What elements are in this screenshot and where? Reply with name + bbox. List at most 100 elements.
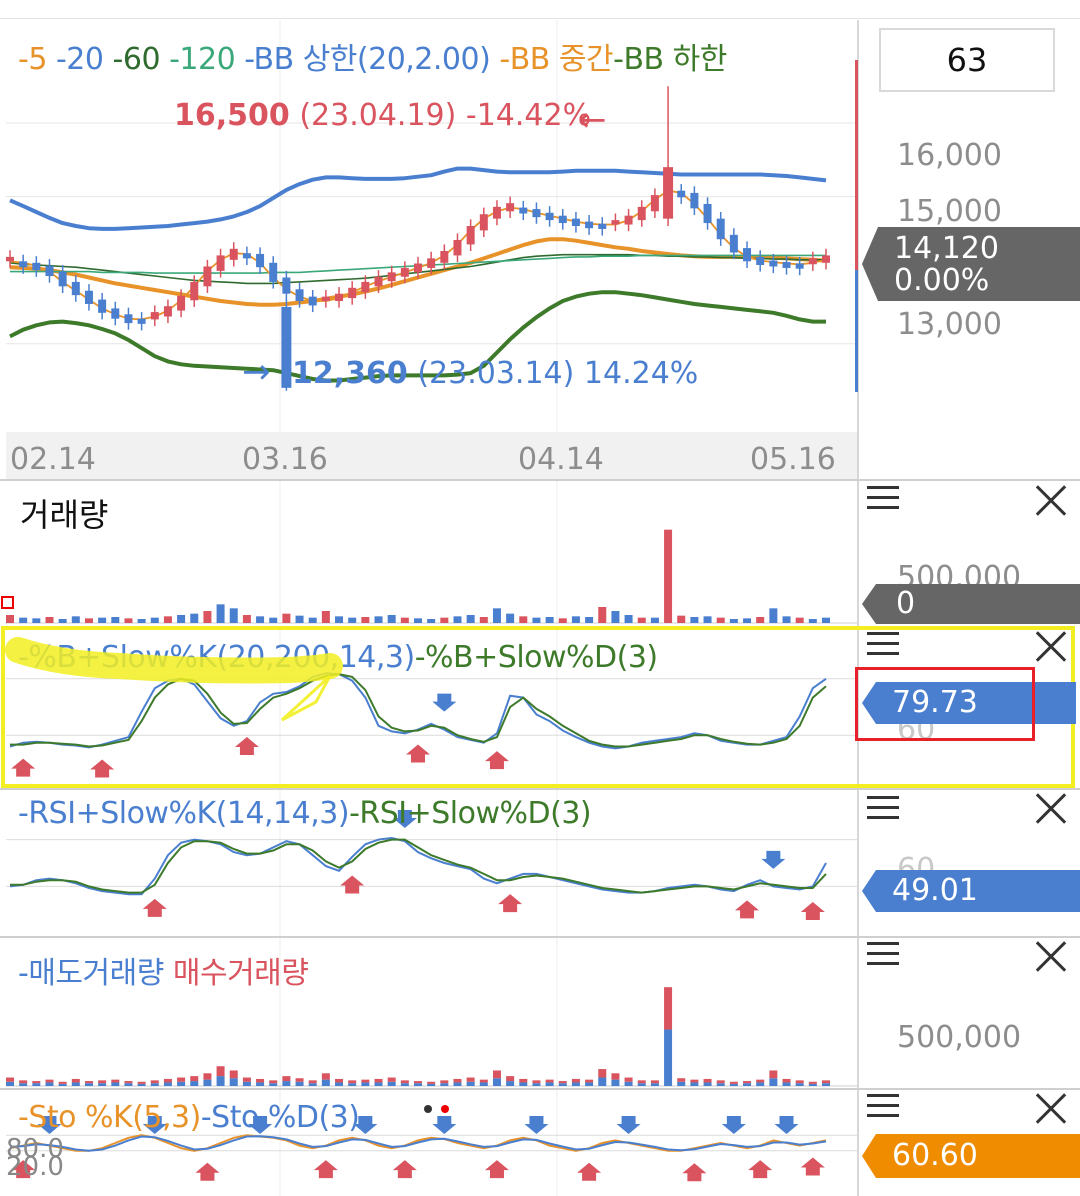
- candle-body: [124, 314, 133, 324]
- sell-volume-bar: [690, 1082, 699, 1086]
- buy-volume-bar: [124, 1081, 133, 1084]
- buy-volume-bar: [650, 1080, 659, 1084]
- candle-body: [769, 260, 778, 267]
- sto-tick-80: 80.0: [6, 1134, 64, 1164]
- buy-volume-bar: [177, 1077, 186, 1082]
- sell-signal-arrow: [432, 1116, 457, 1134]
- buy-volume-bar: [58, 1081, 67, 1084]
- buy-signal-arrow: [498, 894, 523, 913]
- rsi-menu-icon[interactable]: [867, 796, 899, 820]
- buy-signal-arrow: [11, 758, 36, 777]
- candle-body: [308, 296, 317, 306]
- sto-current-value: 60.60: [892, 1138, 978, 1173]
- sell-volume-bar: [703, 1082, 712, 1086]
- sell-signal-arrow: [721, 1116, 746, 1134]
- sto-close-icon[interactable]: [1034, 1092, 1068, 1126]
- sell-volume-bar: [269, 1083, 278, 1086]
- legend-bb-lower: -BB 하한: [613, 42, 727, 77]
- sell-volume-bar: [743, 1083, 752, 1086]
- legend-bb-mid: -BB 중간: [499, 42, 614, 77]
- buy-signal-arrow: [406, 744, 430, 763]
- sell-volume-bar: [137, 1083, 146, 1086]
- buy-volume-bar: [519, 1078, 528, 1083]
- sell-volume-bar: [822, 1083, 830, 1086]
- buy-volume-bar: [295, 1078, 304, 1082]
- buy-volume-bar: [163, 1078, 172, 1083]
- volume-bar: [453, 616, 462, 623]
- buy-volume-bar: [414, 1081, 422, 1084]
- volume-bar: [729, 619, 738, 623]
- volume-bar: [361, 617, 370, 623]
- top-border: [0, 18, 1080, 19]
- x-tick-0516: 05.16: [750, 442, 836, 477]
- volume-close-icon[interactable]: [1034, 484, 1068, 518]
- series-line-bb: [9, 290, 826, 383]
- sell-volume-bar: [216, 1076, 225, 1086]
- volume-bar: [571, 616, 580, 623]
- volume-bar: [624, 615, 633, 623]
- volume-chart[interactable]: [0, 481, 857, 624]
- candle-body: [598, 223, 607, 229]
- sell-volume-bar: [348, 1083, 357, 1086]
- buy-volume-bar: [558, 1081, 567, 1084]
- sto-chart[interactable]: [0, 1090, 857, 1196]
- buy-signal-arrow: [484, 1160, 509, 1179]
- candle-body: [571, 218, 580, 226]
- buy-volume-bar: [321, 1073, 330, 1080]
- sell-volume-bar: [163, 1082, 172, 1086]
- period-input[interactable]: 63: [879, 28, 1055, 92]
- high-marker-label: 16,500 (23.04.19) -14.42%: [174, 98, 591, 133]
- rsi-chart[interactable]: [0, 790, 857, 936]
- volume-bar: [492, 608, 501, 623]
- candle-body: [822, 255, 830, 263]
- sell-signal-arrow: [432, 693, 457, 712]
- volume-bar: [400, 617, 409, 623]
- buy-volume-bar: [690, 1079, 699, 1083]
- pctb-menu-icon[interactable]: [867, 632, 899, 656]
- candle-body: [84, 290, 93, 304]
- low-value: 12,360: [292, 356, 408, 391]
- sto-menu-icon[interactable]: [867, 1094, 899, 1118]
- sell-volume-bar: [98, 1083, 107, 1086]
- candle-body: [808, 258, 817, 265]
- sell-volume-bar: [400, 1083, 409, 1086]
- sell-volume-bar: [84, 1083, 93, 1086]
- sell-volume-bar: [571, 1082, 580, 1086]
- price-chart[interactable]: [0, 20, 857, 432]
- volume-bar: [150, 617, 159, 623]
- trade-close-icon[interactable]: [1034, 940, 1068, 974]
- volume-bar: [756, 617, 765, 623]
- rsi-close-icon[interactable]: [1034, 792, 1068, 826]
- sell-volume-bar: [795, 1083, 804, 1086]
- volume-bar: [690, 617, 699, 623]
- x-tick-0214: 02.14: [10, 442, 96, 477]
- sell-volume-bar: [782, 1082, 791, 1086]
- trade-menu-icon[interactable]: [867, 942, 899, 966]
- candle-body: [387, 272, 396, 282]
- buy-volume-bar: [6, 1077, 14, 1082]
- buy-volume-bar: [756, 1079, 765, 1083]
- candle-body: [466, 226, 475, 245]
- pctb-close-icon[interactable]: [1034, 630, 1068, 664]
- volume-bar: [716, 617, 725, 623]
- volume-current-value: 0: [896, 586, 916, 621]
- candle-body: [624, 215, 633, 225]
- x-tick-0316: 03.16: [242, 442, 328, 477]
- volume-bar: [532, 617, 541, 623]
- volume-bar: [321, 611, 330, 623]
- buy-volume-bar: [611, 1073, 620, 1080]
- buy-volume-bar: [624, 1077, 633, 1082]
- candle-body: [256, 253, 265, 268]
- sep-volume: [0, 479, 1080, 481]
- candle-body: [703, 203, 712, 224]
- volume-bar: [808, 619, 817, 623]
- x-axis-band: [6, 432, 857, 480]
- sell-volume-bar: [532, 1083, 541, 1086]
- volume-bar: [414, 618, 422, 623]
- trade-volume-chart[interactable]: [0, 938, 857, 1088]
- volume-menu-icon[interactable]: [867, 486, 899, 510]
- buy-volume-bar: [400, 1080, 409, 1084]
- candle-body: [203, 266, 212, 287]
- rsi-current-value: 49.01: [892, 873, 978, 908]
- candle-body: [150, 312, 159, 320]
